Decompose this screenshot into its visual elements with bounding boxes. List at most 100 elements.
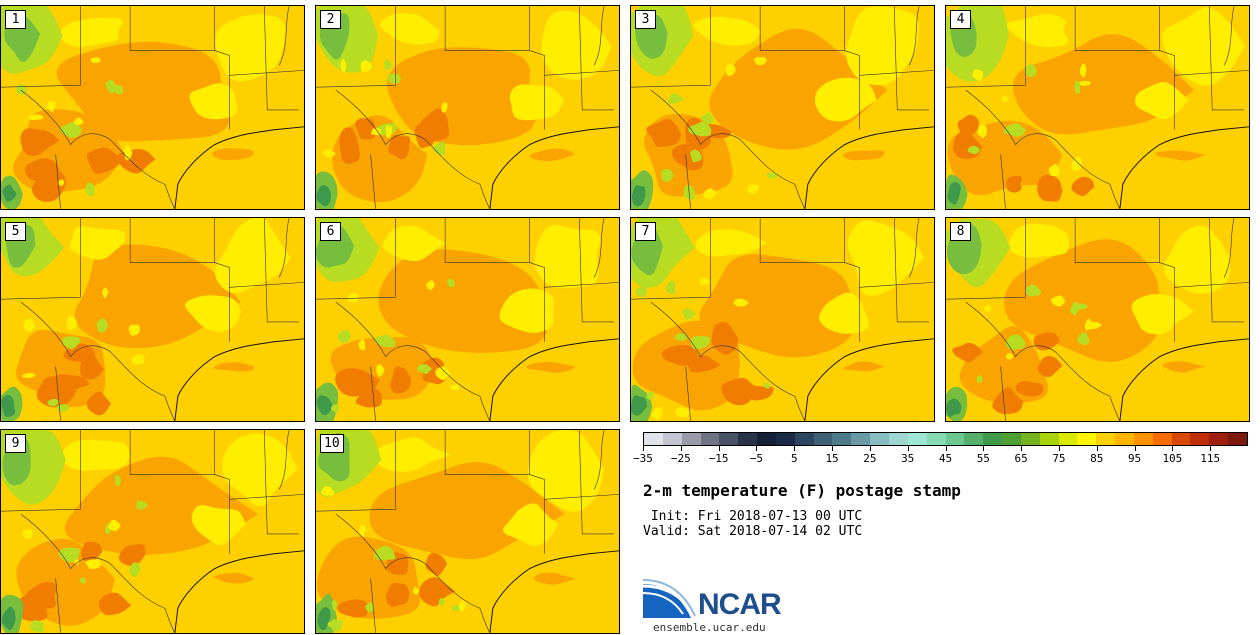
temperature-colorbar bbox=[643, 432, 1248, 446]
colorbar-cell bbox=[644, 433, 663, 445]
ncar-logo-text: NCAR bbox=[698, 588, 782, 621]
colorbar-cell bbox=[832, 433, 852, 445]
member-number-label: 4 bbox=[950, 10, 971, 29]
colorbar-cell bbox=[1077, 433, 1097, 445]
postage-stamp-member[interactable]: 3 bbox=[630, 5, 935, 210]
temperature-map bbox=[316, 6, 619, 209]
colorbar-tick-label: 85 bbox=[1090, 452, 1104, 465]
colorbar-cell bbox=[738, 433, 758, 445]
colorbar-tick bbox=[1021, 446, 1023, 451]
colorbar-tick bbox=[1210, 446, 1212, 451]
temperature-map bbox=[631, 218, 934, 421]
member-number-label: 7 bbox=[635, 222, 656, 241]
postage-stamp-member[interactable]: 5 bbox=[0, 217, 305, 422]
colorbar-cell bbox=[907, 433, 927, 445]
ncar-logo-icon bbox=[643, 579, 696, 618]
colorbar-tick-label: 25 bbox=[863, 452, 877, 465]
colorbar-tick bbox=[1134, 446, 1136, 451]
colorbar-cell bbox=[945, 433, 965, 445]
postage-stamp-member[interactable]: 10 bbox=[315, 429, 620, 634]
colorbar-cell bbox=[1115, 433, 1134, 445]
colorbar-cell bbox=[1002, 433, 1021, 445]
member-number-label: 3 bbox=[635, 10, 656, 29]
colorbar-cell bbox=[1020, 433, 1040, 445]
colorbar-tick bbox=[794, 446, 796, 451]
colorbar-tick bbox=[756, 446, 758, 451]
postage-stamp-member[interactable]: 8 bbox=[945, 217, 1250, 422]
temperature-map bbox=[316, 218, 619, 421]
colorbar-tick-label: −15 bbox=[708, 452, 729, 465]
colorbar-tick-label: 95 bbox=[1127, 452, 1142, 465]
colorbar-tick-label: −25 bbox=[670, 452, 691, 465]
colorbar-cell bbox=[1190, 433, 1210, 445]
colorbar-tick-label: 115 bbox=[1200, 452, 1221, 465]
member-number-label: 8 bbox=[950, 222, 971, 241]
colorbar-tick bbox=[680, 446, 682, 451]
colorbar-tick-label: 105 bbox=[1162, 452, 1183, 465]
colorbar-tick bbox=[1058, 446, 1060, 451]
colorbar-tick bbox=[1172, 446, 1174, 451]
colorbar-cell bbox=[681, 433, 701, 445]
colorbar-cell bbox=[1058, 433, 1078, 445]
colorbar-cell bbox=[794, 433, 814, 445]
colorbar-tick-label: 65 bbox=[1014, 452, 1028, 465]
postage-stamp-member[interactable]: 4 bbox=[945, 5, 1250, 210]
colorbar-cell bbox=[851, 433, 871, 445]
temperature-map bbox=[946, 218, 1249, 421]
colorbar-cell bbox=[983, 433, 1003, 445]
colorbar-tick-label: 15 bbox=[825, 452, 839, 465]
member-number-label: 1 bbox=[5, 10, 26, 29]
colorbar-cell bbox=[888, 433, 908, 445]
colorbar-tick-label: 55 bbox=[976, 452, 990, 465]
colorbar-tick-label: −35 bbox=[633, 452, 653, 465]
colorbar-cell bbox=[719, 433, 739, 445]
colorbar-tick bbox=[869, 446, 871, 451]
postage-stamp-member[interactable]: 7 bbox=[630, 217, 935, 422]
colorbar-tick bbox=[983, 446, 985, 451]
postage-stamp-member[interactable]: 9 bbox=[0, 429, 305, 634]
colorbar-ticks: −35 −25 −15 −5 5 15 25 35 45 55 65 75 85 95 105 115 bbox=[633, 446, 1248, 466]
member-number-label: 9 bbox=[5, 434, 26, 453]
postage-stamp-member[interactable]: 2 bbox=[315, 5, 620, 210]
colorbar-cell bbox=[1209, 433, 1229, 445]
colorbar-cell bbox=[757, 433, 776, 445]
colorbar-tick-label: 75 bbox=[1052, 452, 1066, 465]
temperature-map bbox=[946, 6, 1249, 209]
temperature-map bbox=[1, 6, 304, 209]
colorbar-tick-label: 45 bbox=[938, 452, 953, 465]
colorbar-cell bbox=[1133, 433, 1153, 445]
member-number-label: 6 bbox=[320, 222, 341, 241]
colorbar-tick bbox=[832, 446, 834, 451]
postage-stamp-member[interactable]: 6 bbox=[315, 217, 620, 422]
temperature-map bbox=[1, 218, 304, 421]
colorbar-tick bbox=[643, 446, 644, 451]
colorbar-cell bbox=[700, 433, 720, 445]
valid-time: Valid: Sat 2018-07-14 02 UTC bbox=[643, 524, 863, 539]
colorbar-cell bbox=[662, 433, 682, 445]
postage-stamp-member[interactable]: 1 bbox=[0, 5, 305, 210]
temperature-map bbox=[316, 430, 619, 633]
colorbar-tick bbox=[718, 446, 720, 451]
member-number-label: 10 bbox=[320, 434, 344, 453]
colorbar-cell bbox=[1096, 433, 1116, 445]
chart-title: 2-m temperature (F) postage stamp bbox=[643, 481, 961, 500]
temperature-map bbox=[631, 6, 934, 209]
colorbar-cell bbox=[1152, 433, 1172, 445]
colorbar-tick bbox=[1096, 446, 1098, 451]
colorbar-tick-label: −5 bbox=[749, 452, 764, 465]
colorbar-cell bbox=[964, 433, 984, 445]
ensemble-url[interactable]: ensemble.ucar.edu bbox=[653, 621, 766, 634]
colorbar-cell bbox=[775, 433, 795, 445]
colorbar-tick bbox=[945, 446, 947, 451]
colorbar-cell bbox=[1039, 433, 1059, 445]
colorbar-cell bbox=[1228, 433, 1247, 445]
init-time: Init: Fri 2018-07-13 00 UTC bbox=[643, 509, 863, 524]
colorbar-tick-label: 35 bbox=[901, 452, 915, 465]
colorbar-cell bbox=[1171, 433, 1191, 445]
colorbar-cell bbox=[926, 433, 946, 445]
colorbar-tick-label: 5 bbox=[790, 452, 798, 465]
member-number-label: 2 bbox=[320, 10, 341, 29]
colorbar-tick bbox=[907, 446, 909, 451]
colorbar-cell bbox=[870, 433, 889, 445]
member-number-label: 5 bbox=[5, 222, 26, 241]
